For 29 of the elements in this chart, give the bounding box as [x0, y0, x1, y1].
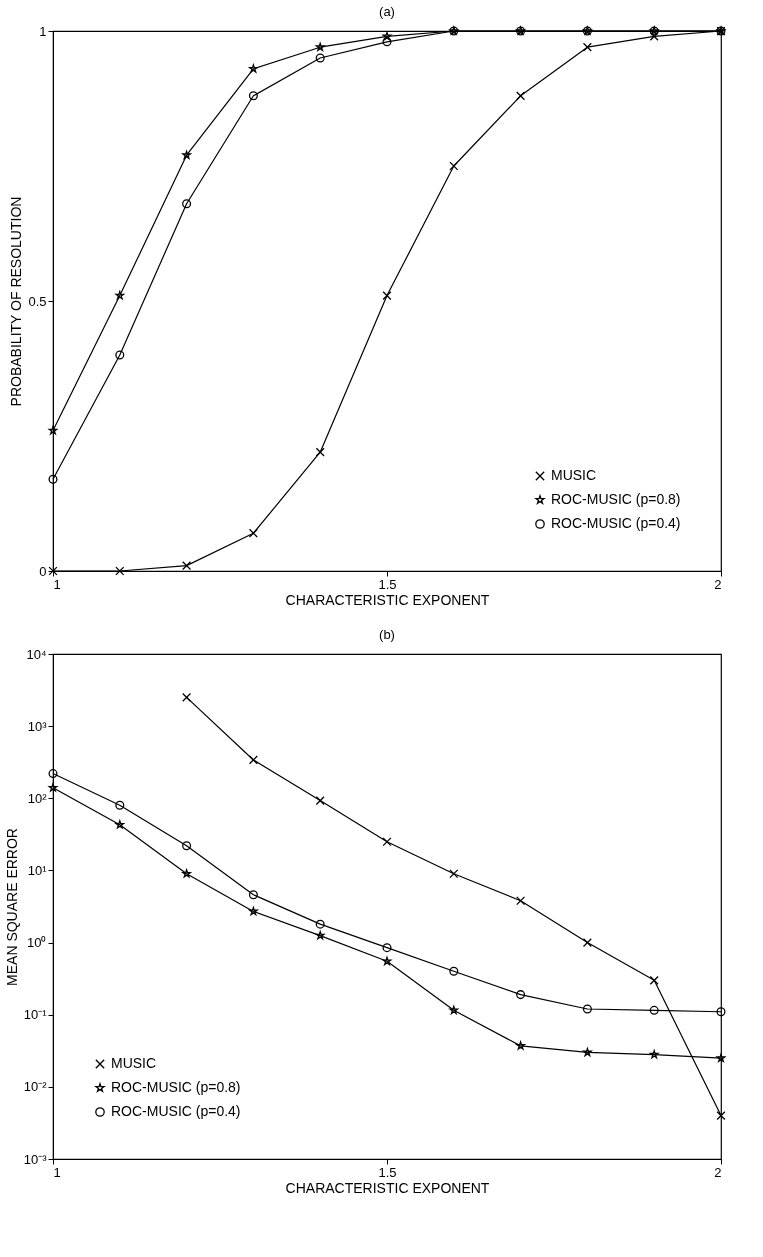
y-tick-label: 10³: [27, 718, 48, 734]
legend-label: ROC-MUSIC (p=0.8): [551, 491, 681, 507]
x-tick-label: 2: [714, 1164, 722, 1180]
y-tick-label: 0.5: [28, 293, 47, 309]
y-tick-label: 0: [39, 563, 47, 579]
chart-title: (b): [379, 627, 395, 642]
y-axis-title: MEAN SQUARE ERROR: [3, 828, 20, 986]
x-tick-label: 2: [714, 576, 722, 592]
legend-label: ROC-MUSIC (p=0.4): [551, 515, 681, 531]
x-axis-title: CHARACTERISTIC EXPONENT: [285, 1179, 490, 1196]
x-axis-title: CHARACTERISTIC EXPONENT: [285, 591, 490, 608]
y-tick-label: 10⁴: [26, 646, 47, 662]
legend-label: MUSIC: [111, 1055, 157, 1071]
x-tick-label: 1.5: [378, 1164, 397, 1180]
y-tick-label: 10²: [27, 790, 48, 806]
y-tick-label: 10⁻²: [23, 1079, 48, 1095]
y-tick-label: 10⁻³: [23, 1151, 48, 1167]
y-tick-label: 1: [39, 23, 47, 39]
y-tick-label: 10⁻¹: [23, 1007, 48, 1023]
legend-label: MUSIC: [551, 467, 597, 483]
y-axis-title: PROBABILITY OF RESOLUTION: [8, 196, 25, 407]
chart-title: (a): [379, 3, 395, 19]
legend-label: ROC-MUSIC (p=0.8): [111, 1079, 241, 1095]
x-tick-label: 1.5: [378, 576, 397, 592]
legend-label: ROC-MUSIC (p=0.4): [111, 1103, 241, 1119]
x-tick-label: 1: [53, 1164, 61, 1180]
y-tick-label: 10¹: [27, 862, 48, 878]
y-tick-label: 10⁰: [27, 935, 47, 951]
x-tick-label: 1: [53, 576, 61, 592]
